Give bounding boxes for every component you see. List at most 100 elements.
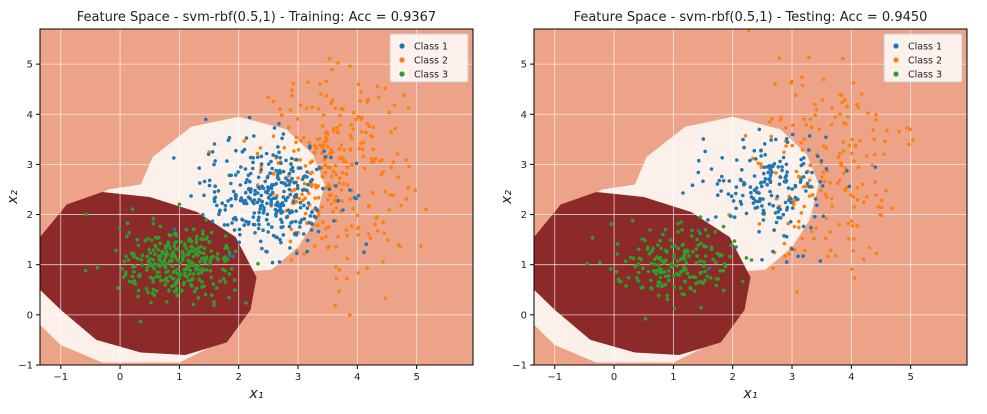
point-class-3 — [649, 249, 654, 254]
point-class-3 — [676, 221, 680, 226]
point-class-1 — [768, 180, 773, 184]
point-class-1 — [206, 152, 211, 157]
point-class-1 — [284, 158, 288, 163]
point-class-3 — [135, 256, 140, 261]
point-class-2 — [266, 95, 271, 100]
point-class-1 — [259, 168, 264, 172]
point-class-3 — [678, 286, 683, 290]
point-class-1 — [281, 233, 286, 237]
point-class-2 — [911, 138, 915, 143]
point-class-2 — [841, 57, 845, 61]
point-class-2 — [804, 184, 809, 189]
point-class-2 — [356, 271, 361, 275]
point-class-2 — [373, 156, 378, 161]
point-class-3 — [615, 242, 620, 246]
point-class-3 — [212, 300, 216, 304]
point-class-3 — [197, 268, 202, 272]
point-class-1 — [298, 220, 303, 224]
point-class-1 — [873, 165, 878, 169]
region-class3 — [534, 191, 751, 355]
point-class-2 — [298, 103, 303, 107]
point-class-3 — [662, 261, 666, 265]
point-class-1 — [310, 177, 315, 182]
point-class-3 — [615, 252, 620, 256]
point-class-2 — [769, 134, 774, 139]
point-class-2 — [317, 107, 321, 111]
point-class-3 — [122, 259, 126, 264]
point-class-1 — [275, 200, 280, 205]
point-class-3 — [149, 238, 154, 242]
point-class-1 — [821, 214, 826, 218]
point-class-1 — [298, 225, 302, 229]
point-class-2 — [360, 147, 365, 152]
point-class-2 — [777, 56, 782, 60]
point-class-1 — [336, 198, 341, 203]
point-class-1 — [790, 206, 795, 210]
point-class-2 — [814, 107, 819, 112]
point-class-3 — [626, 275, 631, 280]
point-class-2 — [821, 144, 826, 149]
point-class-1 — [751, 201, 756, 205]
point-class-3 — [215, 252, 220, 256]
point-class-1 — [316, 229, 321, 234]
point-class-3 — [656, 293, 661, 298]
point-class-2 — [379, 172, 384, 177]
point-class-1 — [752, 148, 757, 153]
point-class-2 — [840, 93, 844, 98]
y-tick-label: 2 — [27, 210, 33, 221]
point-class-1 — [734, 185, 739, 189]
point-class-3 — [713, 230, 717, 234]
point-class-1 — [762, 171, 766, 176]
x-tick-label: 3 — [295, 372, 301, 383]
point-class-2 — [844, 122, 848, 126]
point-class-3 — [153, 252, 157, 256]
point-class-2 — [289, 258, 294, 262]
x-tick-label: 5 — [907, 372, 913, 383]
point-class-2 — [389, 130, 393, 134]
point-class-1 — [818, 259, 823, 263]
point-class-1 — [244, 201, 249, 206]
point-class-1 — [317, 166, 322, 170]
point-class-2 — [330, 98, 335, 103]
point-class-1 — [245, 177, 249, 182]
point-class-2 — [286, 125, 291, 130]
point-class-3 — [740, 279, 745, 284]
point-class-1 — [762, 165, 767, 169]
point-class-3 — [690, 234, 694, 238]
point-class-3 — [127, 231, 131, 235]
point-class-2 — [328, 147, 333, 152]
point-class-3 — [188, 249, 192, 253]
point-class-2 — [336, 131, 341, 135]
point-class-3 — [151, 280, 155, 284]
point-class-3 — [166, 269, 170, 274]
point-class-2 — [866, 111, 870, 115]
point-class-3 — [148, 251, 152, 255]
point-class-3 — [151, 257, 155, 262]
point-class-2 — [324, 79, 329, 84]
point-class-1 — [231, 217, 236, 221]
point-class-2 — [879, 198, 884, 203]
point-class-1 — [766, 170, 771, 175]
point-class-2 — [791, 123, 795, 127]
point-class-3 — [682, 279, 687, 284]
point-class-3 — [709, 245, 714, 250]
legend: Class 1 Class 2 Class 3 — [389, 33, 469, 83]
point-class-2 — [271, 171, 275, 176]
point-class-2 — [339, 188, 344, 192]
point-class-2 — [401, 93, 406, 97]
point-class-3 — [656, 243, 660, 247]
point-class-3 — [178, 261, 183, 266]
point-class-3 — [164, 276, 169, 280]
series-3 — [83, 202, 260, 324]
point-class-1 — [784, 260, 789, 264]
point-class-3 — [151, 216, 156, 221]
point-class-1 — [310, 210, 314, 215]
point-class-1 — [274, 168, 279, 173]
point-class-1 — [256, 218, 261, 222]
point-class-3 — [721, 224, 726, 229]
point-class-3 — [631, 256, 636, 261]
point-class-3 — [698, 259, 703, 264]
point-class-2 — [850, 151, 854, 156]
point-class-2 — [802, 184, 806, 189]
point-class-2 — [829, 196, 834, 201]
